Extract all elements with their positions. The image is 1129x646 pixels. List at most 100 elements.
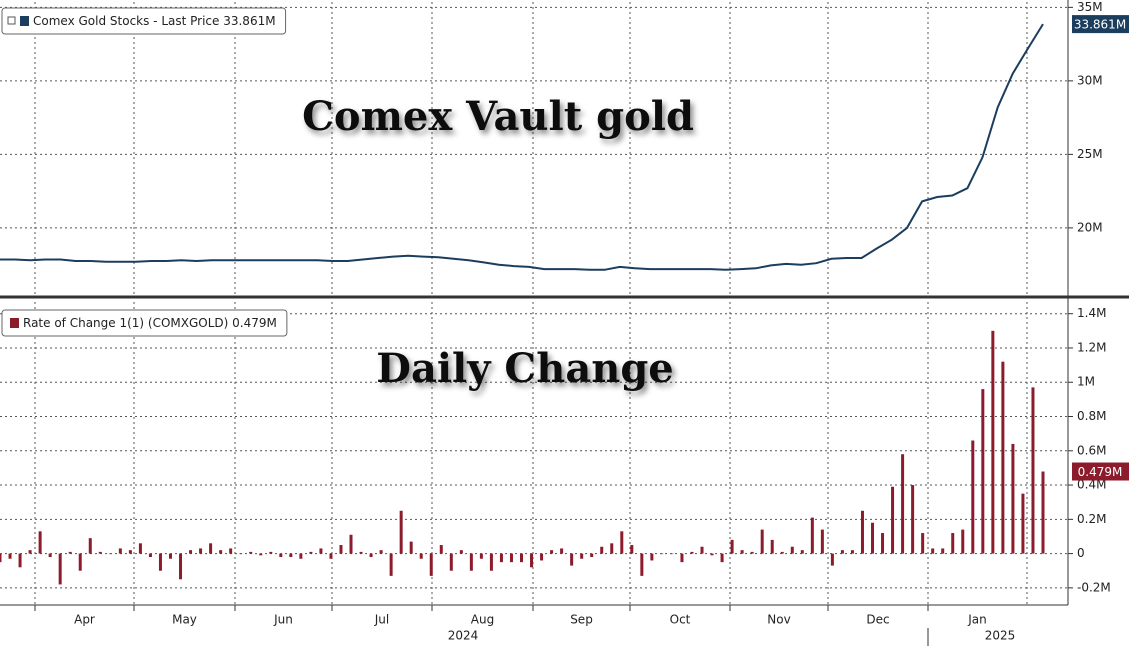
bar bbox=[720, 553, 724, 563]
bar bbox=[730, 539, 734, 554]
x-tick-label: Oct bbox=[670, 613, 691, 627]
bar bbox=[700, 546, 704, 554]
bar bbox=[489, 553, 493, 571]
bar bbox=[429, 553, 433, 576]
y-tick-label: 0.6M bbox=[1077, 443, 1106, 457]
bar bbox=[570, 553, 574, 566]
legend-box bbox=[1, 7, 287, 35]
legend-label: Comex Gold Stocks - Last Price 33.861M bbox=[33, 14, 276, 28]
x-tick-label: Apr bbox=[74, 613, 95, 627]
y-tick-label: 1.4M bbox=[1077, 306, 1106, 320]
bar bbox=[229, 548, 233, 554]
bar bbox=[620, 531, 624, 554]
bar bbox=[660, 553, 664, 555]
bar bbox=[299, 553, 303, 559]
bar bbox=[189, 550, 193, 554]
x-tick-label: May bbox=[172, 613, 197, 627]
legend: Comex Gold Stocks - Last Price 33.861M bbox=[1, 7, 287, 35]
bar bbox=[199, 548, 203, 554]
bar bbox=[610, 543, 614, 554]
bar bbox=[399, 510, 403, 554]
bar bbox=[499, 553, 503, 563]
legend-swatch bbox=[10, 318, 19, 328]
bar bbox=[560, 548, 564, 554]
bar bbox=[249, 551, 253, 554]
last-value-label: 0.479M bbox=[1078, 465, 1123, 479]
bar bbox=[359, 551, 363, 554]
bar bbox=[961, 529, 965, 554]
x-tick-label: Aug bbox=[471, 613, 494, 627]
bar bbox=[630, 545, 634, 554]
bar bbox=[971, 440, 975, 554]
bar bbox=[449, 553, 453, 571]
bar bbox=[1001, 361, 1005, 554]
legend: Rate of Change 1(1) (COMXGOLD) 0.479M bbox=[1, 309, 288, 337]
bar bbox=[439, 545, 443, 554]
year-label: 2024 bbox=[448, 629, 479, 643]
bar bbox=[419, 553, 423, 559]
bar bbox=[509, 553, 513, 563]
y-tick-label: 30M bbox=[1077, 73, 1103, 87]
bar bbox=[911, 485, 915, 554]
bar bbox=[901, 454, 905, 554]
bar bbox=[830, 553, 834, 566]
bar bbox=[409, 541, 413, 554]
bar bbox=[209, 543, 213, 554]
bar bbox=[168, 553, 172, 559]
bar bbox=[1031, 387, 1035, 554]
bar bbox=[931, 548, 935, 554]
bar bbox=[389, 553, 393, 576]
bar bbox=[1021, 493, 1025, 554]
bar bbox=[710, 553, 714, 556]
bar bbox=[38, 531, 42, 554]
legend-swatch bbox=[20, 16, 29, 26]
bar bbox=[219, 550, 223, 554]
last-value-tag bbox=[1072, 15, 1129, 34]
bar bbox=[48, 553, 52, 558]
bar bbox=[459, 550, 463, 554]
x-tick-label: Jan bbox=[967, 613, 987, 627]
bar bbox=[850, 550, 854, 554]
bar bbox=[871, 522, 875, 554]
annotation: Daily Change bbox=[376, 345, 674, 392]
bar bbox=[128, 550, 132, 554]
bar bbox=[881, 533, 885, 554]
x-tick-label: Dec bbox=[866, 613, 889, 627]
bar bbox=[891, 486, 895, 554]
bar bbox=[860, 510, 864, 554]
legend-box bbox=[1, 309, 288, 337]
bar bbox=[329, 553, 333, 559]
x-tick-label: Sep bbox=[570, 613, 593, 627]
bar bbox=[269, 551, 273, 554]
y-tick-label: 20M bbox=[1077, 220, 1103, 234]
bar bbox=[690, 551, 694, 554]
bar bbox=[640, 553, 644, 576]
bar bbox=[580, 553, 584, 559]
bar bbox=[520, 553, 523, 563]
bar bbox=[530, 553, 534, 568]
bar bbox=[78, 553, 82, 571]
legend-label: Rate of Change 1(1) (COMXGOLD) 0.479M bbox=[23, 316, 277, 330]
bar bbox=[349, 534, 353, 554]
y-tick-label: 1.2M bbox=[1077, 340, 1106, 354]
y-tick-label: 0.2M bbox=[1077, 512, 1106, 526]
bar bbox=[369, 553, 373, 558]
bar bbox=[740, 550, 744, 554]
bar bbox=[239, 553, 243, 555]
y-tick-label: 35M bbox=[1077, 0, 1103, 14]
legend-toggle bbox=[7, 16, 16, 25]
x-tick-label: Jun bbox=[273, 613, 293, 627]
bar bbox=[1041, 471, 1045, 554]
x-tick-label: Jul bbox=[374, 613, 389, 627]
bar bbox=[8, 553, 12, 559]
bar bbox=[790, 546, 794, 554]
bar bbox=[941, 548, 945, 554]
y-tick-label: 0 bbox=[1077, 546, 1085, 560]
y-tick-label: 0.4M bbox=[1077, 478, 1106, 492]
bar bbox=[550, 550, 554, 554]
bar bbox=[98, 551, 102, 554]
bar bbox=[981, 389, 985, 554]
year-label: 2025 bbox=[985, 629, 1016, 643]
bar bbox=[1011, 443, 1015, 554]
bar bbox=[479, 553, 483, 559]
